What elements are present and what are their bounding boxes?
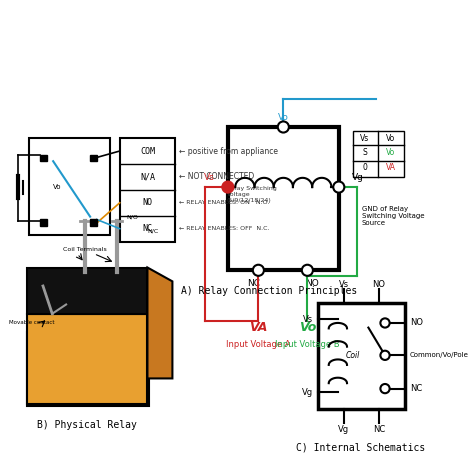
Text: ← RELAY ENABLES: OFF  N.C.: ← RELAY ENABLES: OFF N.C.: [179, 226, 269, 231]
Text: ← positive from appliance: ← positive from appliance: [179, 146, 278, 155]
Text: Vs: Vs: [204, 173, 215, 182]
Text: N/O: N/O: [126, 214, 138, 219]
Text: Vs: Vs: [339, 280, 349, 289]
Text: Relay Switching
Voltage
(5/9/12/18/24): Relay Switching Voltage (5/9/12/18/24): [227, 186, 277, 203]
Bar: [318, 302, 405, 409]
Bar: [228, 127, 339, 270]
Text: ← RELAY ENABLES: ON   N.O.: ← RELAY ENABLES: ON N.O.: [179, 201, 269, 205]
Text: C) Internal Schematics: C) Internal Schematics: [296, 443, 426, 453]
Text: A) Relay Connection Principles: A) Relay Connection Principles: [182, 286, 357, 296]
Circle shape: [222, 182, 233, 192]
Circle shape: [253, 265, 264, 276]
Polygon shape: [27, 267, 147, 314]
Text: Vo: Vo: [386, 134, 395, 143]
Text: Vo: Vo: [53, 184, 61, 190]
Text: Coil: Coil: [345, 351, 359, 360]
Text: Movable contact: Movable contact: [9, 320, 55, 326]
Text: NC: NC: [373, 425, 385, 434]
Text: Vg: Vg: [302, 388, 313, 397]
Text: Vo: Vo: [299, 321, 316, 334]
Text: Input Voltage B: Input Voltage B: [275, 340, 340, 349]
Text: B) Physical Relay: B) Physical Relay: [37, 419, 137, 429]
Text: NC: NC: [247, 279, 260, 288]
Bar: [90, 219, 97, 226]
Text: 0: 0: [362, 163, 367, 172]
Text: GND of Relay
Switching Voltage
Source: GND of Relay Switching Voltage Source: [362, 206, 424, 226]
Bar: [40, 219, 46, 226]
Bar: [353, 131, 403, 177]
Circle shape: [302, 265, 313, 276]
Text: VA: VA: [249, 321, 267, 334]
Circle shape: [278, 121, 289, 133]
Text: NC: NC: [143, 224, 153, 233]
Text: Vs: Vs: [360, 134, 369, 143]
Circle shape: [381, 351, 390, 360]
Text: Vg: Vg: [352, 173, 364, 182]
Text: VA: VA: [385, 163, 396, 172]
Text: Coil Terminals: Coil Terminals: [63, 246, 107, 252]
Text: N/A: N/A: [140, 173, 155, 182]
Text: Vg: Vg: [338, 425, 349, 434]
Text: Vo: Vo: [386, 148, 395, 157]
Text: Common/Vo/Pole: Common/Vo/Pole: [410, 352, 469, 358]
Polygon shape: [27, 332, 149, 406]
Bar: [40, 155, 46, 161]
Text: COM: COM: [140, 146, 155, 155]
Text: Vs: Vs: [303, 315, 313, 324]
Text: NO: NO: [410, 319, 423, 328]
Text: S: S: [362, 148, 367, 157]
Text: NC: NC: [410, 384, 422, 393]
Text: NO: NO: [143, 198, 153, 207]
Text: NO: NO: [373, 280, 385, 289]
Text: N/C: N/C: [147, 228, 159, 233]
Text: NO: NO: [305, 279, 319, 288]
Polygon shape: [27, 314, 147, 404]
Circle shape: [381, 319, 390, 328]
Circle shape: [381, 384, 390, 393]
Text: ← NOT CONNECTED: ← NOT CONNECTED: [179, 173, 254, 182]
Circle shape: [333, 182, 344, 192]
Bar: [120, 138, 175, 242]
Bar: [90, 155, 97, 161]
Text: Vo: Vo: [278, 113, 289, 122]
Polygon shape: [147, 267, 173, 378]
Text: Input Voltage A: Input Voltage A: [226, 340, 291, 349]
Bar: [29, 138, 110, 235]
